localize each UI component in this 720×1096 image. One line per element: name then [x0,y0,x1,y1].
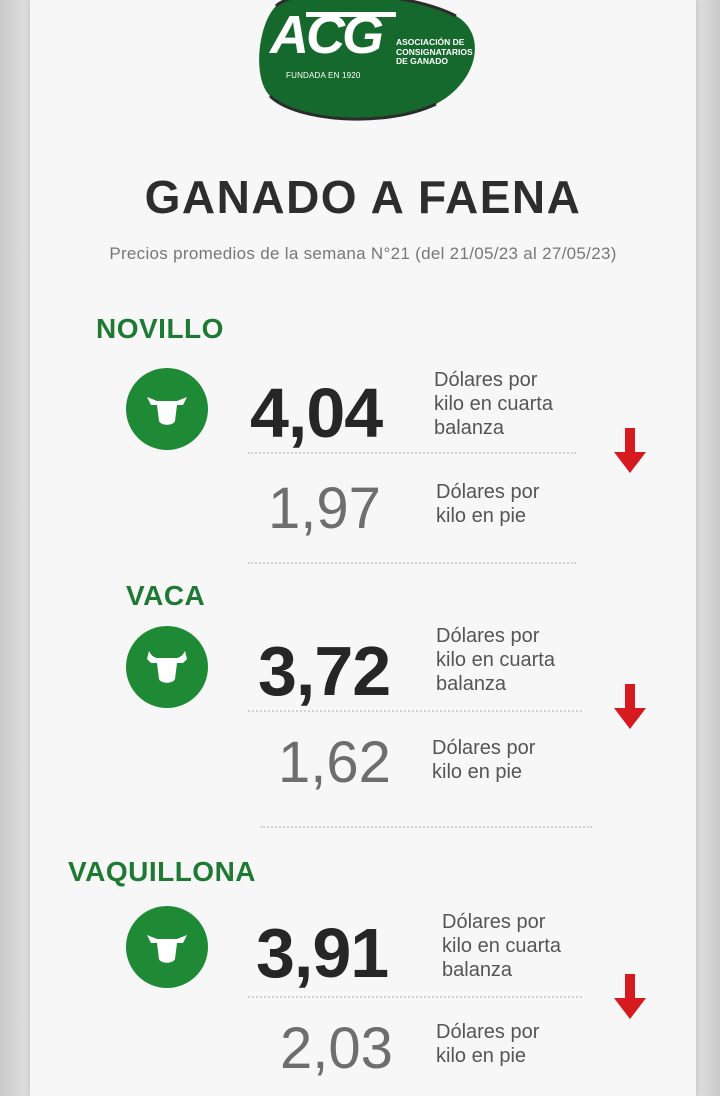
sub-price-unit: Dólares por kilo en pie [436,1020,539,1068]
main-price: 3,72 [258,632,391,710]
logo-association-line: DE GANADO [396,56,448,66]
cow-head-icon [147,651,187,683]
logo-founded-text: FUNDADA EN 1920 [286,71,361,80]
category-badge [126,368,208,450]
sub-price: 1,62 [278,730,391,795]
logo-badge-shape [259,0,475,121]
dotted-divider [248,452,576,454]
dotted-divider [248,562,576,564]
acg-logo: ACG ASOCIACIÓN DE CONSIGNATARIOS DE GANA… [256,0,478,122]
main-price: 4,04 [250,374,383,452]
unit-line: kilo en pie [432,761,523,783]
unit-line: Dólares por [436,1021,540,1043]
category-name: VACA [126,580,206,611]
logo-association-text: ASOCIACIÓN DE CONSIGNATARIOS DE GANADO [396,37,476,67]
unit-line: kilo en pie [436,505,527,527]
unit-line: Dólares por [442,911,546,933]
price-card [30,0,696,1096]
dotted-divider [248,996,582,998]
unit-line: Dólares por [432,737,536,759]
page-subtitle: Precios promedios de la semana N°21 (del… [109,244,617,263]
unit-line: balanza [442,959,513,981]
down-arrow-icon [614,684,646,729]
cow-head-icon [147,935,187,963]
unit-line: kilo en cuarta [442,935,561,957]
sub-price-unit: Dólares por kilo en pie [432,736,535,784]
sub-price: 2,03 [280,1016,393,1081]
dotted-divider [248,710,582,712]
logo-brand-text: ACG [270,5,384,65]
cow-head-icon [147,397,187,425]
unit-line: balanza [436,673,507,695]
unit-line: Dólares por [436,625,540,647]
down-arrow-icon [614,974,646,1019]
sub-price: 1,97 [268,476,381,541]
category-name: VAQUILLONA [68,856,257,887]
category-badge [126,906,208,988]
main-price: 3,91 [256,914,389,992]
logo-association-line: ASOCIACIÓN DE [396,37,465,47]
page-title: GANADO A FAENA [144,171,582,223]
down-arrow-icon [614,428,646,473]
main-price-unit: Dólares por kilo en cuarta balanza [442,910,561,982]
unit-line: Dólares por [436,481,540,503]
main-price-unit: Dólares por kilo en cuarta balanza [434,368,553,440]
unit-line: balanza [434,417,505,439]
unit-line: Dólares por [434,369,538,391]
dotted-divider [260,826,592,828]
logo-association-line: CONSIGNATARIOS [396,46,473,57]
category-name: NOVILLO [96,313,224,344]
sub-price-unit: Dólares por kilo en pie [436,480,539,528]
unit-line: kilo en pie [436,1045,527,1067]
category-badge [126,626,208,708]
unit-line: kilo en cuarta [434,393,553,415]
unit-line: kilo en cuarta [436,649,555,671]
main-price-unit: Dólares por kilo en cuarta balanza [436,624,555,696]
